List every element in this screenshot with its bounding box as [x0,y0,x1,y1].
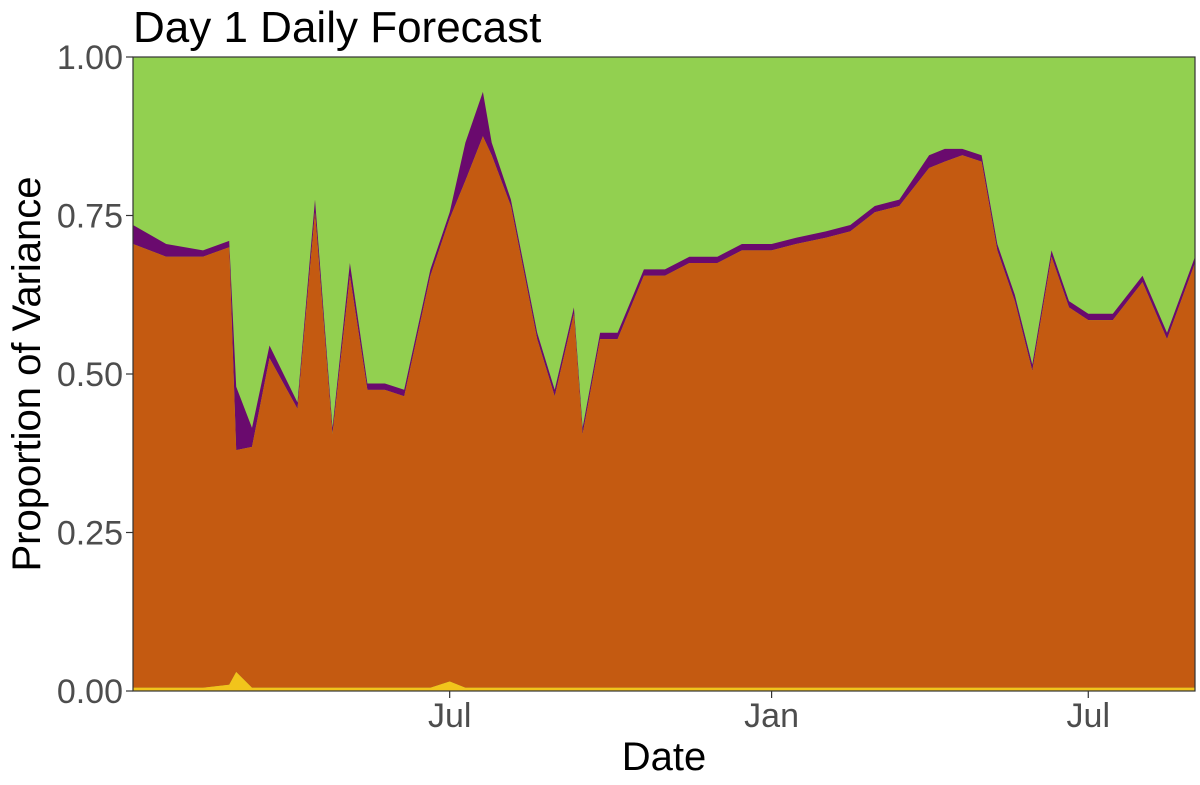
series-areas [133,91,1195,691]
x-axis: Jul Jan Jul [428,691,1110,735]
chart-title: Day 1 Daily Forecast [133,3,541,52]
series-area-3 [133,91,1195,451]
x-tick-label: Jul [1067,697,1110,735]
y-axis: 0.00 0.25 0.50 0.75 1.00 [57,39,133,711]
y-tick-label: 1.00 [57,39,123,77]
y-tick-label: 0.75 [57,198,123,236]
x-axis-title: Date [622,735,707,779]
series-area-1 [133,672,1195,691]
y-tick-label: 0.00 [57,673,123,711]
y-tick-label: 0.25 [57,515,123,553]
series-area-2 [133,136,1195,688]
y-tick-label: 0.50 [57,356,123,394]
y-axis-title: Proportion of Variance [5,176,49,571]
x-tick-label: Jan [744,697,799,735]
plot-panel [132,56,1196,692]
x-tick-label: Jul [428,697,471,735]
